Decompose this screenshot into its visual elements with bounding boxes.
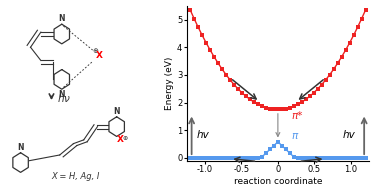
Text: X: X: [96, 51, 103, 60]
Text: π: π: [291, 131, 297, 141]
Text: ⊕: ⊕: [92, 48, 98, 54]
Text: hv: hv: [343, 130, 355, 140]
Text: N: N: [113, 107, 120, 116]
X-axis label: reaction coordinate: reaction coordinate: [233, 177, 322, 186]
Text: N: N: [17, 143, 24, 152]
Y-axis label: Energy (eV): Energy (eV): [165, 57, 174, 110]
Text: π*: π*: [291, 111, 303, 121]
Text: X = H, Ag, I: X = H, Ag, I: [51, 172, 100, 181]
Text: ⊕: ⊕: [123, 136, 128, 141]
Text: N: N: [59, 14, 65, 23]
Text: $h\nu$: $h\nu$: [57, 92, 71, 104]
Text: hv: hv: [197, 130, 210, 140]
Text: N: N: [59, 90, 65, 99]
Text: X: X: [117, 135, 123, 144]
